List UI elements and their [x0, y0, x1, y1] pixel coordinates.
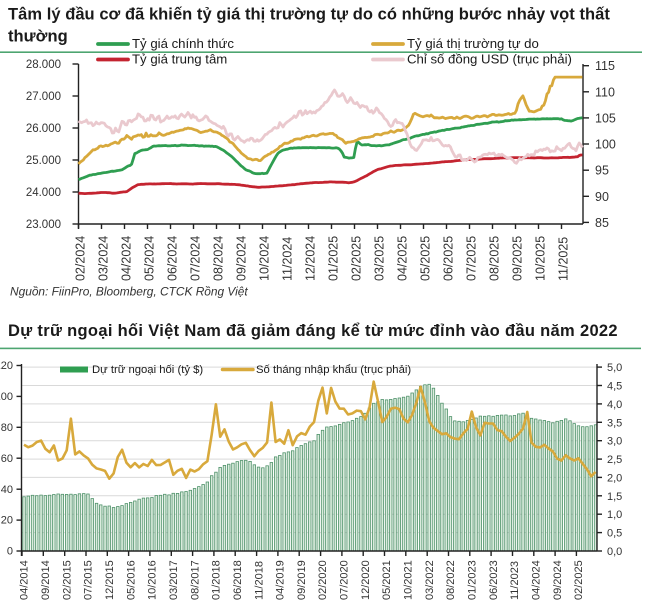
svg-text:03/2024: 03/2024: [97, 236, 111, 281]
svg-text:09/2024: 09/2024: [235, 236, 249, 281]
svg-text:09/2025: 09/2025: [511, 236, 525, 281]
svg-text:100: 100: [0, 391, 13, 403]
svg-text:02/2015: 02/2015: [61, 560, 73, 600]
svg-text:60: 60: [1, 453, 13, 465]
svg-text:01/2023: 01/2023: [467, 560, 479, 600]
svg-text:03/2017: 03/2017: [168, 560, 180, 600]
svg-text:04/2024: 04/2024: [531, 560, 543, 600]
svg-text:27.000: 27.000: [26, 91, 61, 103]
svg-text:3,5: 3,5: [607, 417, 622, 429]
svg-text:04/2019: 04/2019: [275, 560, 287, 600]
svg-text:04/2024: 04/2024: [120, 236, 134, 281]
svg-text:08/2017: 08/2017: [189, 560, 201, 600]
svg-text:03/2025: 03/2025: [373, 236, 387, 281]
svg-text:23.000: 23.000: [26, 219, 61, 231]
svg-text:07/2015: 07/2015: [83, 560, 95, 600]
svg-text:1,0: 1,0: [607, 509, 622, 521]
svg-text:Tỷ giá thị trường tự do: Tỷ giá thị trường tự do: [407, 36, 539, 51]
svg-text:12/2024: 12/2024: [304, 236, 318, 281]
svg-text:Tâm lý đầu cơ đã khiến tỷ giá: Tâm lý đầu cơ đã khiến tỷ giá thị trường…: [8, 6, 610, 24]
svg-text:0,0: 0,0: [607, 546, 622, 558]
svg-text:03/2022: 03/2022: [424, 560, 436, 600]
svg-text:4,0: 4,0: [607, 399, 622, 411]
svg-text:80: 80: [1, 422, 13, 434]
svg-text:Dự trữ ngoại hối (tỷ $): Dự trữ ngoại hối (tỷ $): [92, 364, 203, 376]
svg-text:10/2024: 10/2024: [258, 236, 272, 281]
svg-text:Số tháng nhập khẩu (trục phải): Số tháng nhập khẩu (trục phải): [256, 364, 411, 376]
svg-text:115: 115: [595, 59, 615, 73]
svg-text:2,0: 2,0: [607, 472, 622, 484]
svg-text:105: 105: [595, 111, 616, 125]
svg-text:04/2014: 04/2014: [19, 560, 31, 600]
svg-text:2,5: 2,5: [607, 454, 622, 466]
svg-text:07/2025: 07/2025: [465, 236, 479, 281]
svg-text:02/2025: 02/2025: [350, 236, 364, 281]
svg-text:05/2021: 05/2021: [381, 560, 393, 600]
svg-text:11/2023: 11/2023: [509, 561, 521, 600]
svg-text:06/2023: 06/2023: [488, 560, 500, 600]
svg-text:11/2018: 11/2018: [253, 561, 265, 600]
svg-text:40: 40: [1, 484, 13, 496]
svg-text:02/2024: 02/2024: [74, 236, 88, 281]
svg-text:4,5: 4,5: [607, 381, 622, 393]
svg-text:11/2025: 11/2025: [557, 237, 571, 281]
svg-text:95: 95: [595, 164, 609, 178]
svg-text:Nguồn: FiinPro, Bloomberg, CTC: Nguồn: FiinPro, Bloomberg, CTCK Rồng Việ…: [10, 285, 248, 299]
svg-text:85: 85: [595, 216, 609, 230]
svg-text:0,5: 0,5: [607, 528, 622, 540]
svg-text:120: 120: [0, 360, 13, 372]
svg-text:09/2019: 09/2019: [296, 560, 308, 600]
svg-text:10/2025: 10/2025: [534, 236, 548, 281]
svg-text:06/2018: 06/2018: [232, 560, 244, 600]
svg-text:07/2020: 07/2020: [339, 560, 351, 600]
svg-text:90: 90: [595, 190, 609, 204]
svg-text:06/2025: 06/2025: [442, 236, 456, 281]
svg-text:01/2025: 01/2025: [327, 236, 341, 281]
svg-text:24.000: 24.000: [26, 187, 61, 199]
svg-text:Dự trữ ngoại hối Việt Nam đã g: Dự trữ ngoại hối Việt Nam đã giảm đáng k…: [8, 322, 618, 340]
svg-text:Tỷ giá chính thức: Tỷ giá chính thức: [132, 36, 234, 51]
svg-text:10/2016: 10/2016: [147, 560, 159, 600]
svg-text:11/2024: 11/2024: [281, 237, 295, 281]
svg-text:08/2022: 08/2022: [445, 560, 457, 600]
svg-text:100: 100: [595, 138, 616, 152]
svg-text:110: 110: [595, 85, 615, 99]
svg-text:5,0: 5,0: [607, 362, 622, 374]
svg-text:08/2025: 08/2025: [488, 236, 502, 281]
svg-text:09/2024: 09/2024: [552, 560, 564, 600]
svg-text:04/2025: 04/2025: [396, 236, 410, 281]
svg-text:12/2015: 12/2015: [104, 560, 116, 600]
svg-text:10/2021: 10/2021: [403, 560, 415, 600]
svg-text:26.000: 26.000: [26, 123, 61, 135]
svg-text:0: 0: [7, 546, 13, 558]
svg-text:05/2024: 05/2024: [143, 236, 157, 281]
svg-text:1,5: 1,5: [607, 491, 622, 503]
svg-text:3,0: 3,0: [607, 436, 622, 448]
svg-text:20: 20: [1, 515, 13, 527]
svg-text:02/2025: 02/2025: [573, 560, 585, 600]
svg-text:07/2024: 07/2024: [189, 236, 203, 281]
svg-text:01/2018: 01/2018: [211, 560, 223, 600]
svg-text:Tỷ giá trung tâm: Tỷ giá trung tâm: [132, 52, 227, 67]
svg-text:05/2025: 05/2025: [419, 236, 433, 281]
svg-text:Chỉ số đồng USD (trục phải): Chỉ số đồng USD (trục phải): [407, 52, 572, 67]
svg-text:12/2020: 12/2020: [360, 560, 372, 600]
svg-text:thường: thường: [8, 28, 68, 46]
svg-text:06/2024: 06/2024: [166, 236, 180, 281]
svg-text:28.000: 28.000: [26, 59, 61, 71]
svg-text:09/2014: 09/2014: [40, 560, 52, 600]
svg-text:05/2016: 05/2016: [125, 560, 137, 600]
svg-text:08/2024: 08/2024: [212, 236, 226, 281]
svg-text:02/2020: 02/2020: [317, 560, 329, 600]
svg-text:25.000: 25.000: [26, 155, 61, 167]
